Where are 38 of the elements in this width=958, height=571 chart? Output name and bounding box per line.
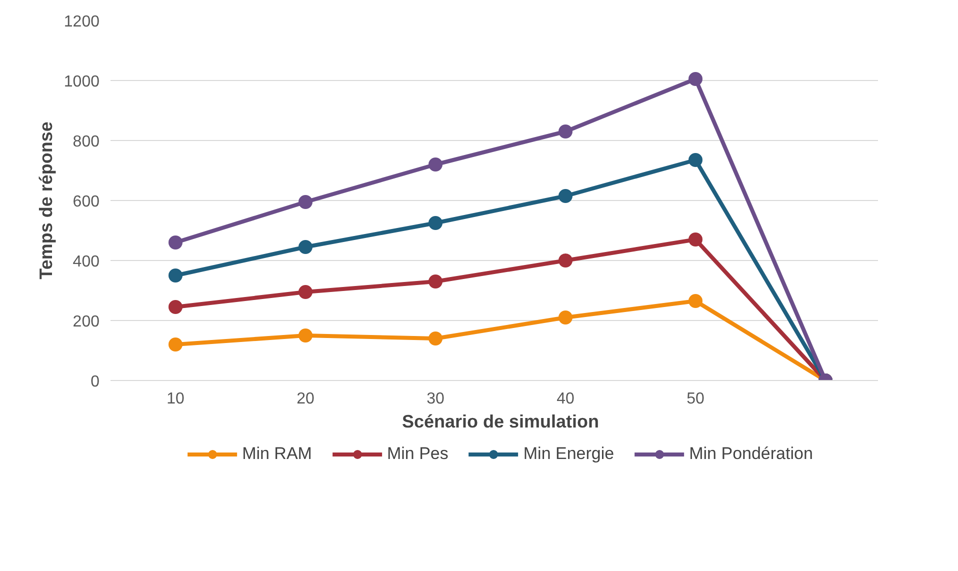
- point: [298, 195, 312, 209]
- point: [558, 254, 572, 268]
- x-tick-label: 20: [296, 390, 314, 408]
- point: [558, 189, 572, 203]
- point: [558, 124, 572, 138]
- legend-label: Min Pes: [386, 444, 448, 464]
- point: [168, 268, 182, 282]
- x-tick-label: 10: [166, 390, 184, 408]
- point: [428, 158, 442, 172]
- point: [298, 240, 312, 254]
- y-tick-label: 0: [90, 374, 100, 390]
- point: [558, 310, 572, 324]
- point: [298, 285, 312, 299]
- x-tick-label: 50: [686, 390, 704, 408]
- y-tick-label: 200: [72, 314, 100, 330]
- x-tick-label: 30: [426, 390, 444, 408]
- y-tick-label: 1000: [64, 74, 100, 90]
- legend-label: Min RAM: [242, 444, 312, 464]
- legend-label: Min Energie: [523, 444, 614, 464]
- point: [688, 232, 702, 246]
- point: [428, 274, 442, 288]
- x-tick-label: 40: [556, 390, 574, 408]
- y-tick-label: 1200: [64, 14, 100, 30]
- y-axis-title: Temps de réponse: [36, 122, 56, 280]
- point: [688, 153, 702, 167]
- y-tick-label: 800: [72, 134, 100, 150]
- point: [428, 332, 442, 346]
- legend-label: Min Pondération: [689, 444, 813, 464]
- y-tick-label: 600: [72, 194, 100, 210]
- point: [168, 338, 182, 352]
- point: [298, 328, 312, 342]
- point: [168, 300, 182, 314]
- point: [428, 216, 442, 230]
- point: [168, 236, 182, 250]
- x-axis-title: Scénario de simulation: [402, 412, 600, 432]
- point: [688, 72, 702, 86]
- y-tick-label: 400: [72, 254, 100, 270]
- point: [688, 294, 702, 308]
